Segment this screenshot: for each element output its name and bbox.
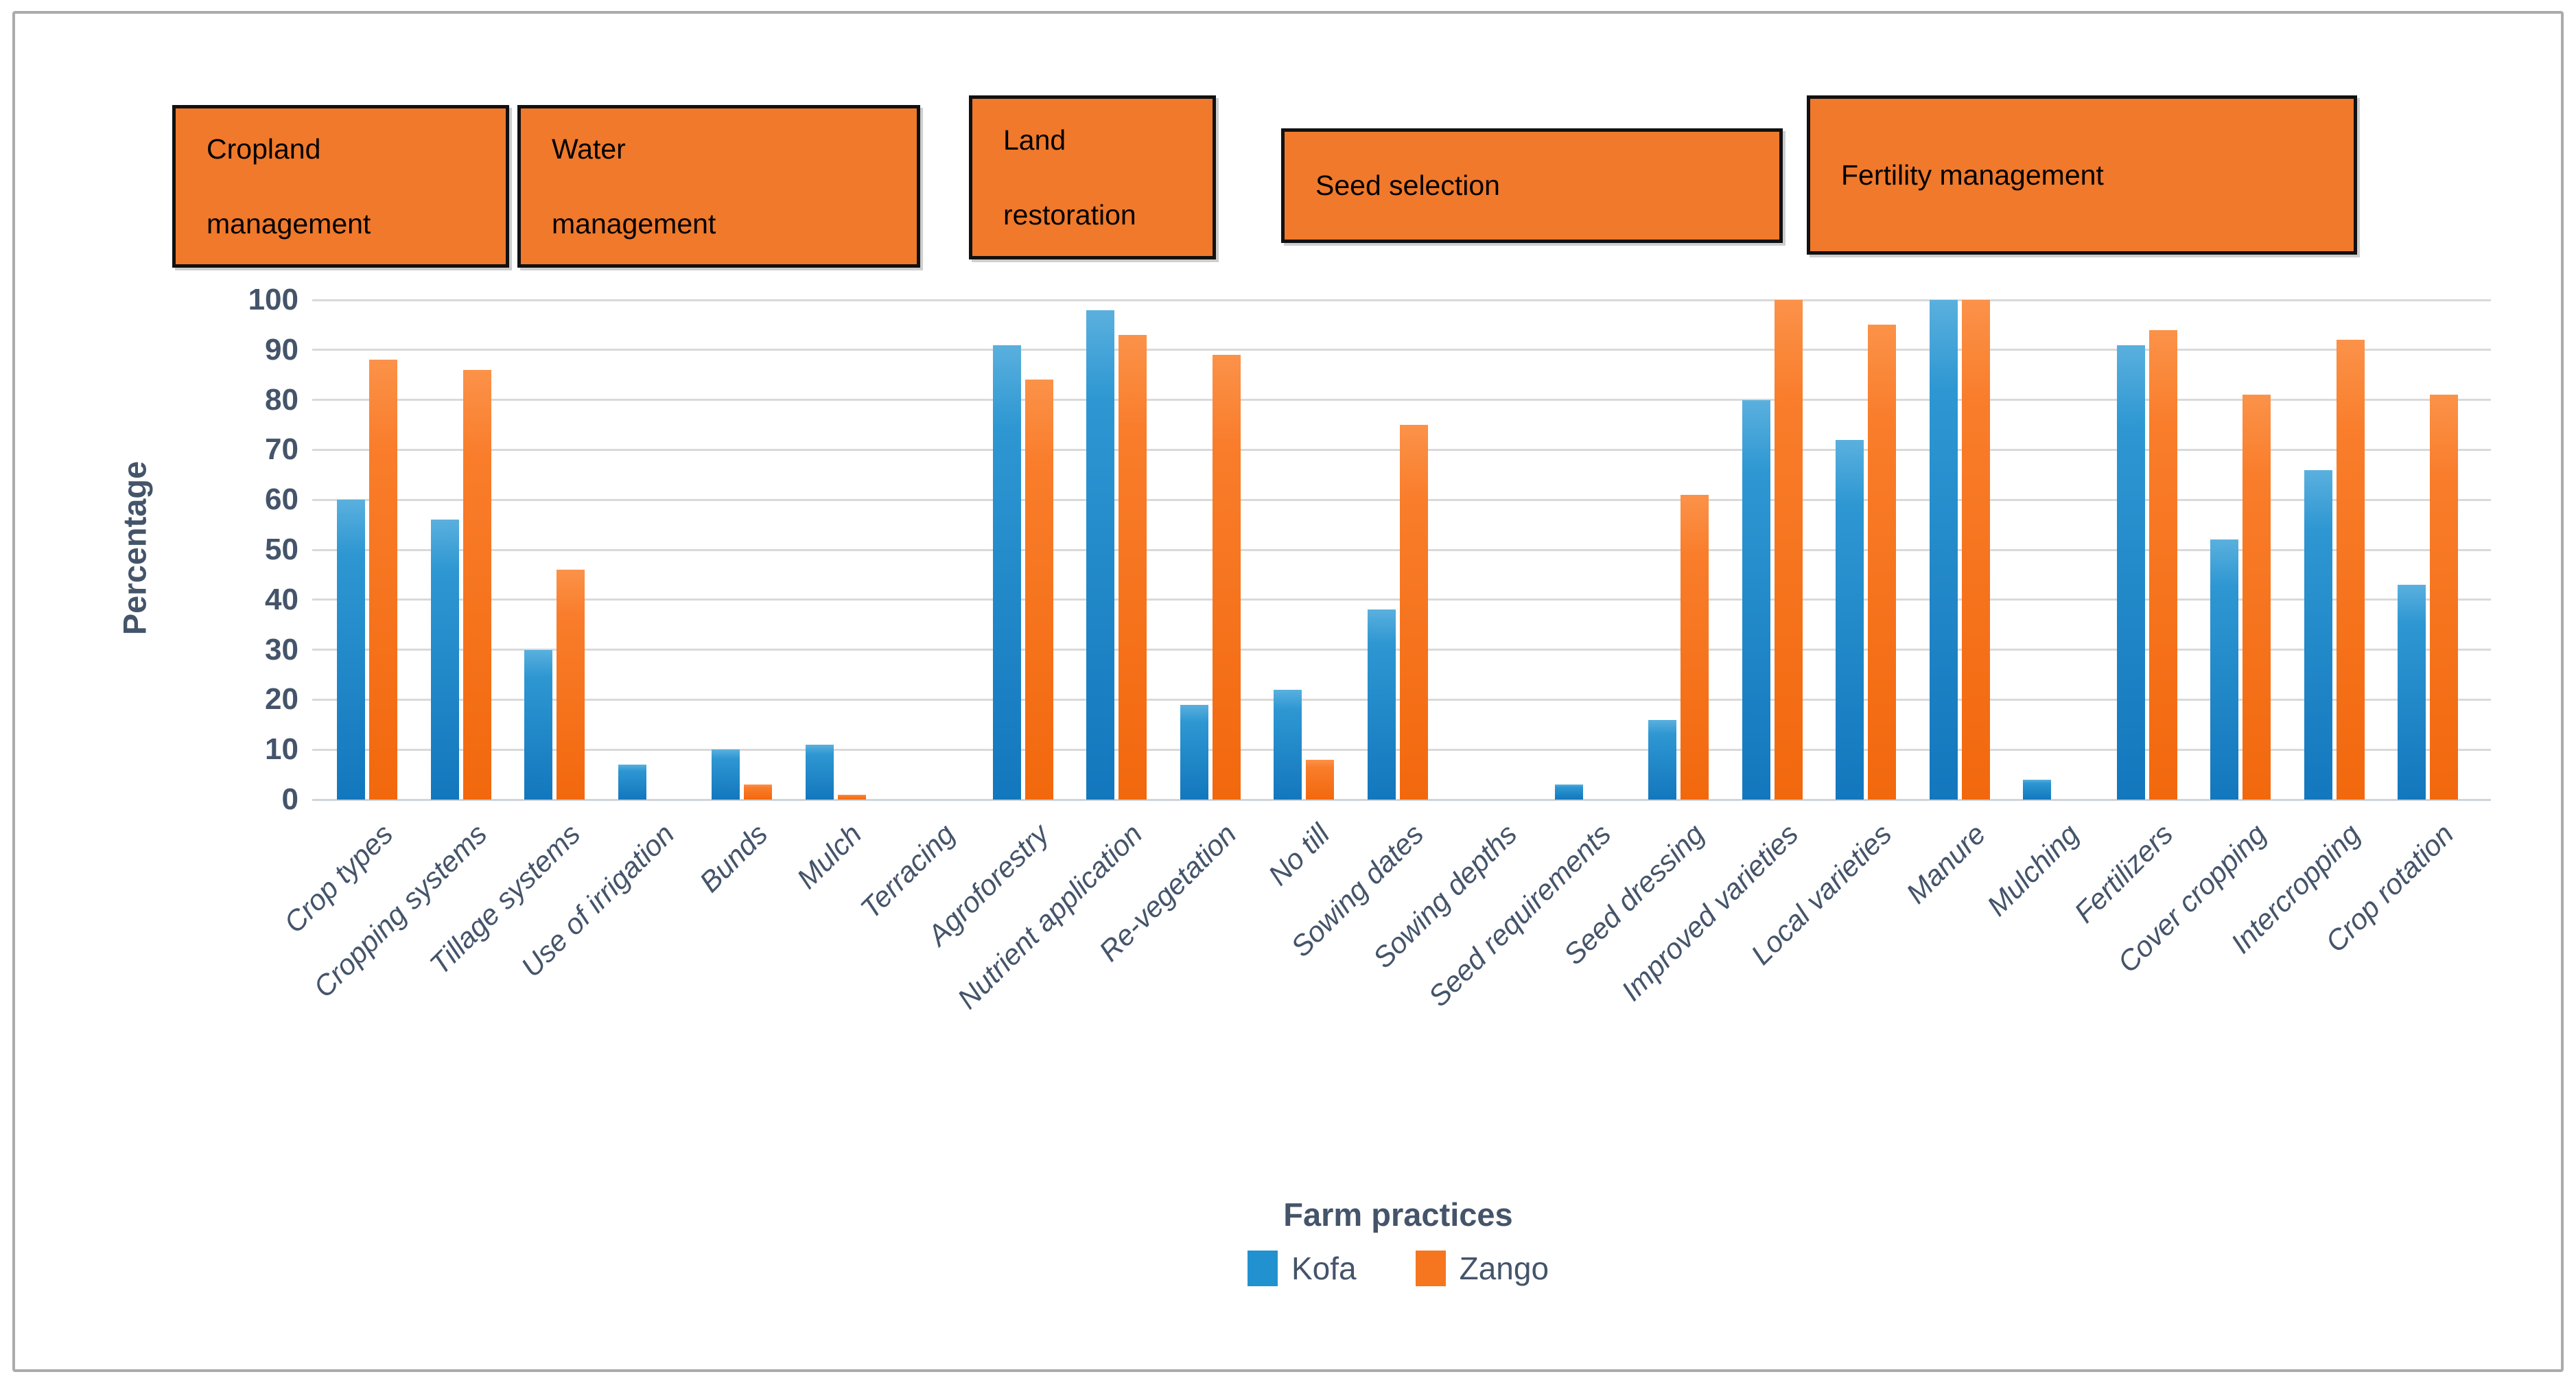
x-axis-line [312, 798, 2491, 801]
bar-zango-agroforestry [1024, 380, 1053, 800]
bar-zango-local-varieties [1868, 325, 1896, 800]
bar-kofa-mulch [805, 744, 834, 800]
bar-kofa-local-varieties [1836, 439, 1864, 800]
bar-kofa-crop-types [337, 500, 365, 800]
bar-kofa-tillage-systems [524, 649, 552, 800]
bar-kofa-manure [1929, 300, 1958, 800]
bar-kofa-fertilizers [2116, 345, 2145, 800]
bar-kofa-cover-cropping [2210, 539, 2238, 800]
y-tick-60: 60 [265, 483, 298, 517]
gridline-100 [312, 299, 2491, 301]
bar-kofa-improved-varieties [1742, 399, 1770, 800]
bar-zango-cover-cropping [2243, 395, 2271, 800]
bar-kofa-agroforestry [992, 345, 1021, 800]
y-tick-0: 0 [281, 782, 298, 816]
y-tick-30: 30 [265, 632, 298, 666]
bar-zango-nutrient-application [1119, 334, 1147, 800]
group-box-water-management: Water management [517, 105, 920, 268]
y-tick-70: 70 [265, 432, 298, 467]
group-box-seed-selection: Seed selection [1281, 128, 1783, 243]
gridline-90 [312, 349, 2491, 351]
y-tick-20: 20 [265, 682, 298, 717]
group-box-label: Fertility management [1841, 159, 2104, 191]
bar-kofa-sowing-dates [1367, 609, 1396, 800]
legend-swatch-kofa [1247, 1251, 1278, 1286]
legend-item-zango: Zango [1415, 1251, 1549, 1286]
group-box-label: restoration [1003, 198, 1136, 231]
bar-kofa-bunds [712, 749, 740, 800]
bar-zango-fertilizers [2148, 329, 2177, 800]
y-tick-50: 50 [265, 533, 298, 566]
group-box-label: Water [552, 132, 626, 165]
bar-zango-intercropping [2336, 340, 2365, 800]
bar-zango-re-vegetation [1212, 355, 1241, 800]
bar-zango-no-till [1306, 759, 1334, 800]
legend-label-kofa: Kofa [1291, 1251, 1357, 1286]
x-axis-title: Farm practices [1283, 1196, 1513, 1233]
bar-zango-seed-dressing [1681, 494, 1709, 800]
bar-kofa-use-of-irrigation [618, 765, 646, 800]
group-box-fertility-management: Fertility management [1807, 95, 2357, 255]
bar-kofa-seed-dressing [1648, 719, 1676, 800]
bar-kofa-seed-requirements [1554, 785, 1583, 800]
bar-zango-sowing-dates [1399, 425, 1428, 800]
bar-zango-cropping-systems [462, 369, 491, 800]
bar-kofa-re-vegetation [1180, 704, 1208, 800]
gridline-80 [312, 399, 2491, 402]
group-box-label: management [552, 207, 716, 240]
bar-kofa-no-till [1274, 689, 1302, 800]
bar-zango-tillage-systems [557, 570, 585, 800]
bar-kofa-nutrient-application [1086, 310, 1114, 800]
legend: Kofa Zango [312, 1251, 2484, 1286]
y-tick-80: 80 [265, 382, 298, 417]
bar-zango-improved-varieties [1774, 300, 1803, 800]
group-box-label: Cropland [207, 132, 321, 165]
y-tick-90: 90 [265, 332, 298, 367]
group-box-land-restoration: Land restoration [969, 95, 1216, 259]
bar-zango-crop-types [369, 360, 397, 800]
legend-swatch-zango [1415, 1251, 1446, 1286]
bar-kofa-crop-rotation [2398, 584, 2426, 800]
bar-kofa-cropping-systems [430, 520, 459, 800]
bar-kofa-intercropping [2304, 469, 2332, 800]
legend-label-zango: Zango [1459, 1251, 1549, 1286]
legend-item-kofa: Kofa [1247, 1251, 1357, 1286]
bar-zango-mulch [837, 794, 866, 800]
y-tick-40: 40 [265, 582, 298, 616]
bar-zango-bunds [744, 785, 772, 800]
group-box-label: management [207, 207, 371, 240]
bar-zango-crop-rotation [2430, 395, 2458, 800]
y-tick-100: 100 [248, 283, 298, 316]
group-box-label: Seed selection [1315, 170, 1500, 201]
group-box-label: Land [1003, 124, 1066, 156]
bar-kofa-mulching [2023, 779, 2051, 800]
group-box-cropland-management: Cropland management [172, 105, 509, 268]
y-axis-title: Percentage [116, 461, 153, 636]
bar-zango-manure [1961, 300, 1990, 800]
y-tick-10: 10 [265, 732, 298, 767]
